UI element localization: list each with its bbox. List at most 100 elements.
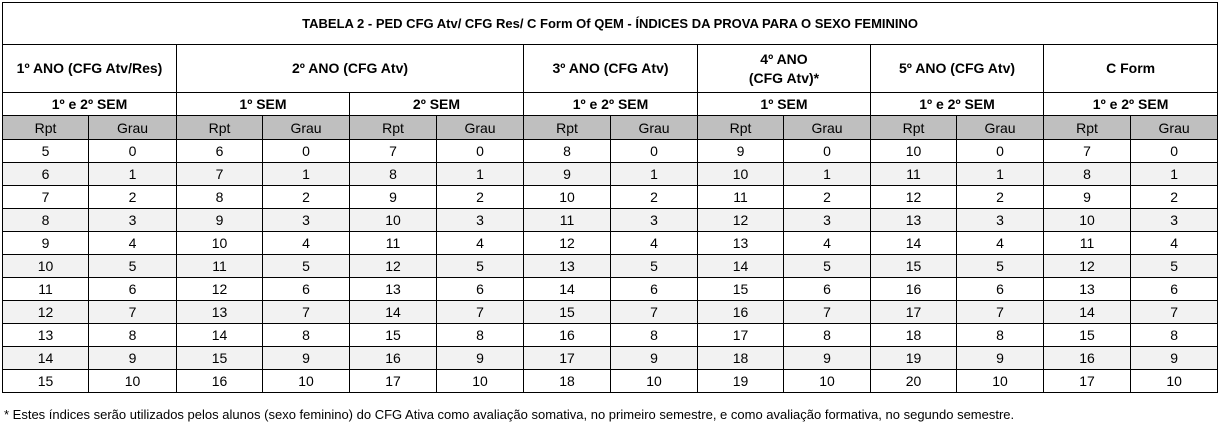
rpt-cell: 13 [697,231,784,255]
rpt-cell: 11 [697,185,784,209]
grau-cell: 3 [262,208,350,232]
grau-cell: 7 [956,300,1044,324]
rpt-cell: 14 [349,300,437,324]
rpt-cell: 15 [349,323,437,347]
grau-cell: 5 [956,254,1044,278]
rpt-cell: 7 [176,162,263,186]
grau-cell: 3 [956,208,1044,232]
rpt-cell: 13 [2,323,89,347]
grau-cell: 0 [956,139,1044,163]
rpt-cell: 17 [523,346,611,370]
grau-cell: 10 [1129,369,1219,393]
grau-cell: 9 [956,346,1044,370]
column-header-grau: Grau [88,115,177,140]
rpt-cell: 14 [176,323,263,347]
column-header-rpt: Rpt [697,115,784,140]
rpt-cell: 10 [697,162,784,186]
rpt-cell: 17 [870,300,957,324]
rpt-cell: 10 [2,254,89,278]
grau-cell: 0 [436,139,524,163]
rpt-cell: 7 [1043,139,1131,163]
rpt-cell: 13 [870,208,957,232]
grau-cell: 5 [262,254,350,278]
semester-header: 1º SEM [697,92,871,116]
rpt-cell: 12 [1043,254,1131,278]
grau-cell: 9 [436,346,524,370]
grau-cell: 1 [956,162,1044,186]
rpt-cell: 18 [523,369,611,393]
year-header-5: 5º ANO (CFG Atv) [870,44,1044,93]
column-header-rpt: Rpt [176,115,263,140]
rpt-cell: 15 [1043,323,1131,347]
grau-cell: 5 [783,254,871,278]
rpt-cell: 16 [349,346,437,370]
column-header-grau: Grau [262,115,350,140]
grau-cell: 10 [436,369,524,393]
semester-header: 1º e 2º SEM [1042,92,1219,116]
rpt-cell: 17 [1043,369,1131,393]
grau-cell: 10 [956,369,1044,393]
grau-cell: 10 [262,369,350,393]
grau-cell: 1 [1129,162,1219,186]
rpt-cell: 17 [349,369,437,393]
rpt-cell: 19 [870,346,957,370]
table-title: TABELA 2 - PED CFG Atv/ CFG Res/ C Form … [1,2,1219,45]
grau-cell: 1 [88,162,177,186]
table-row: 13 8 14 8 15 8 16 8 17 8 18 8 15 8 [2,323,1219,347]
rpt-cell: 9 [349,185,437,209]
grau-cell: 2 [783,185,871,209]
table-row: 12 7 13 7 14 7 15 7 16 7 17 7 14 7 [2,300,1219,324]
rpt-cell: 11 [176,254,263,278]
year-header-cform: C Form [1042,44,1219,93]
year-header-3: 3º ANO (CFG Atv) [523,44,698,93]
semester-header: 2º SEM [349,92,524,116]
semester-header: 1º e 2º SEM [870,92,1044,116]
table-row: 15 10 16 10 17 10 18 10 19 10 20 10 17 10 [2,369,1219,393]
rpt-cell: 14 [1043,300,1131,324]
table-row: 10 5 11 5 12 5 13 5 14 5 15 5 12 5 [2,254,1219,278]
rpt-cell: 17 [697,323,784,347]
grau-cell: 8 [610,323,698,347]
grau-cell: 8 [1129,323,1219,347]
semester-header: 1º e 2º SEM [523,92,698,116]
rpt-cell: 12 [697,208,784,232]
grau-cell: 8 [88,323,177,347]
rpt-cell: 13 [349,277,437,301]
rpt-cell: 9 [1043,185,1131,209]
rpt-cell: 15 [2,369,89,393]
grau-cell: 6 [262,277,350,301]
rpt-cell: 10 [870,139,957,163]
rpt-cell: 15 [870,254,957,278]
rpt-cell: 5 [2,139,89,163]
grau-cell: 6 [1129,277,1219,301]
grau-cell: 1 [783,162,871,186]
grau-cell: 4 [783,231,871,255]
grau-cell: 9 [783,346,871,370]
rpt-cell: 8 [2,208,89,232]
grau-cell: 4 [1129,231,1219,255]
table-row: 14 9 15 9 16 9 17 9 18 9 19 9 16 9 [2,346,1219,370]
rpt-cell: 10 [349,208,437,232]
year-header-1: 1º ANO (CFG Atv/Res) [2,44,177,93]
rpt-cell: 6 [176,139,263,163]
footnote: * Estes índices serão utilizados pelos a… [4,407,1015,422]
rpt-cell: 8 [349,162,437,186]
grau-cell: 9 [88,346,177,370]
table-row: 6 1 7 1 8 1 9 1 10 1 11 1 8 1 [2,162,1219,186]
grau-cell: 4 [262,231,350,255]
rpt-cell: 15 [697,277,784,301]
grau-cell: 5 [436,254,524,278]
rpt-cell: 12 [2,300,89,324]
grau-cell: 1 [436,162,524,186]
rpt-cell: 11 [523,208,611,232]
grau-cell: 7 [783,300,871,324]
rpt-cell: 14 [2,346,89,370]
year-header-4-line1: 4º ANO [760,50,808,67]
rpt-cell: 14 [870,231,957,255]
rpt-cell: 15 [523,300,611,324]
grau-cell: 3 [610,208,698,232]
grau-cell: 9 [262,346,350,370]
grau-cell: 7 [88,300,177,324]
grau-cell: 6 [783,277,871,301]
table-row: 8 3 9 3 10 3 11 3 12 3 13 3 10 3 [2,208,1219,232]
